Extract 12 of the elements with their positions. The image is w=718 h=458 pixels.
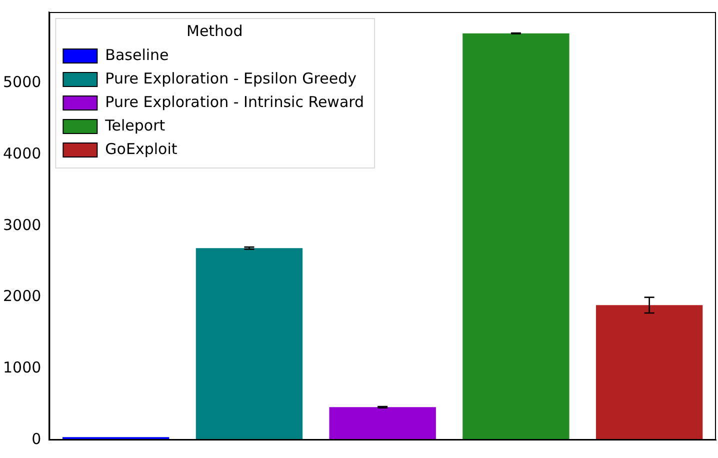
legend-title: Method [186,22,243,40]
legend-label: Baseline [105,46,169,64]
y-tick-label: 3000 [2,216,42,234]
legend-label: Pure Exploration - Epsilon Greedy [105,69,357,88]
y-tick-label: 5000 [2,73,42,92]
legend-label: Teleport [104,116,166,134]
legend-label: GoExploit [105,140,178,158]
y-tick-label: 2000 [2,287,42,306]
y-tick-label: 0 [32,430,42,448]
y-tick-label: 1000 [2,358,42,377]
legend-label: Pure Exploration - Intrinsic Reward [105,92,364,111]
y-tick-label: 4000 [2,144,42,163]
